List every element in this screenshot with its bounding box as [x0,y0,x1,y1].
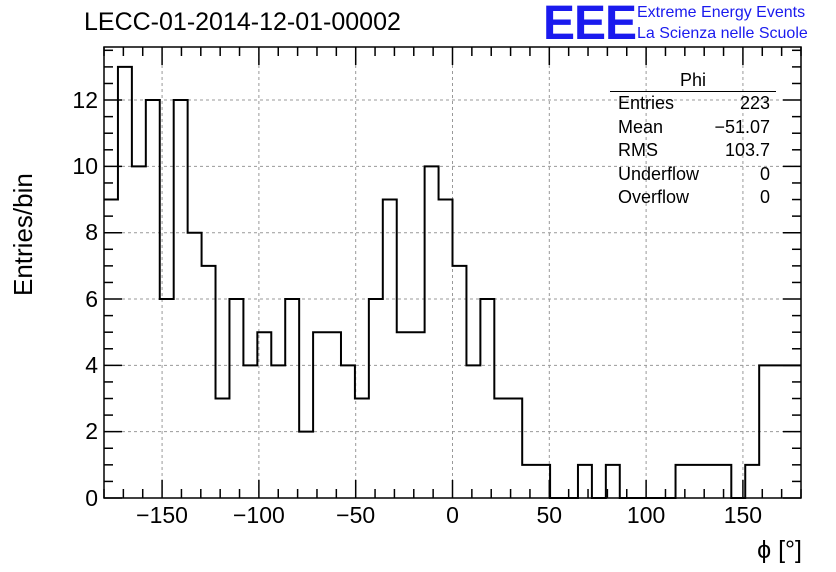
stats-label: RMS [618,140,658,160]
stats-value: 0 [759,163,770,184]
stats-value: 0 [759,187,770,207]
stats-value: 103.7 [724,140,770,160]
y-tick-label: 10 [72,152,98,179]
stats-row-entries: Entries 223 [610,92,776,116]
eee-logo: EEE [543,0,637,50]
stats-label: Entries [618,93,675,113]
x-tick-label: 150 [723,502,763,528]
y-tick-label: 0 [85,484,98,511]
stats-label: Mean [618,116,664,137]
logo-line-1: Extreme Energy Events [637,4,806,21]
stats-label: Overflow [618,187,690,207]
x-axis-label: ϕ [°] [757,536,802,564]
stats-value: 223 [739,93,770,113]
y-tick-label: 8 [85,219,98,246]
y-tick-label: 12 [72,86,98,113]
x-tick-label: 100 [626,502,666,528]
y-axis-label: Entries/bin [8,173,38,296]
plot-frame [103,46,802,499]
axis-ticks [103,47,802,499]
chart-title: LECC-01-2014-12-01-00002 [84,8,401,36]
x-tick-label: −100 [232,502,285,528]
stats-value: −51.07 [714,116,770,137]
stats-box: Phi Entries 223 Mean −51.07 RMS 103.7 Un… [610,70,776,210]
x-tick-label: −150 [136,502,188,528]
x-tick-label: 50 [536,502,563,528]
logo-line-2: La Scienza nelle Scuole [637,25,808,42]
stats-title: Phi [610,70,776,92]
x-tick-label: 0 [446,502,459,528]
y-tick-label: 6 [85,285,98,312]
stats-row-underflow: Underflow 0 [610,163,776,187]
stats-row-mean: Mean −51.07 [610,116,776,140]
stats-row-overflow: Overflow 0 [610,186,776,210]
y-tick-label: 4 [85,351,98,378]
stats-row-rms: RMS 103.7 [610,139,776,163]
stats-label: Underflow [618,163,700,184]
x-tick-label: −50 [336,502,376,528]
y-tick-label: 2 [85,418,98,445]
